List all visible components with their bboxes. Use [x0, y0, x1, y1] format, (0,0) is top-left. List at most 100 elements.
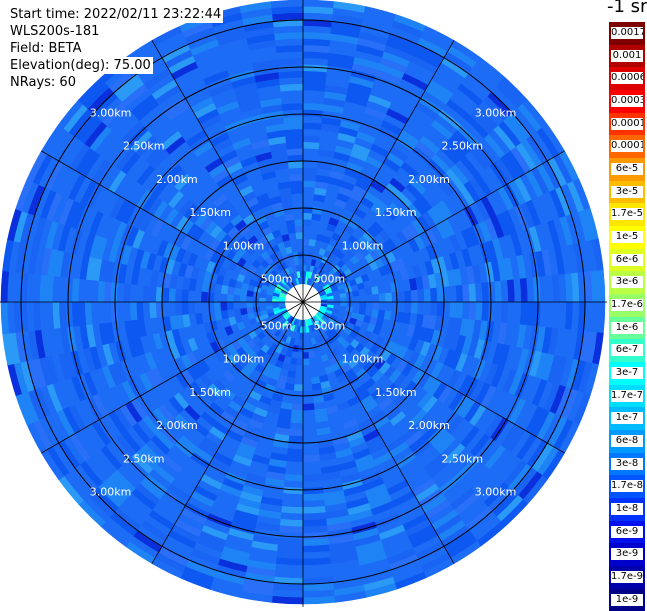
range-gate: [50, 163, 70, 193]
range-gate: [391, 291, 399, 303]
range-gate: [57, 439, 80, 469]
range-gate: [188, 313, 198, 327]
range-gate: [73, 176, 93, 204]
range-gate: [82, 370, 99, 397]
range-gate: [111, 110, 136, 135]
range-gate: [326, 71, 352, 83]
range-gate: [202, 201, 218, 217]
range-gate: [67, 403, 87, 432]
range-gate: [193, 254, 205, 269]
colorbar-label: 3e-5: [611, 185, 643, 198]
range-gate: [261, 313, 269, 321]
range-gate: [353, 352, 365, 364]
range-gate: [583, 208, 599, 242]
range-gate: [136, 394, 153, 416]
range-gate: [159, 158, 179, 178]
range-gate: [284, 274, 291, 283]
range-gate: [273, 309, 281, 315]
range-gate: [265, 297, 273, 303]
range-gate: [247, 553, 277, 565]
range-gate: [272, 583, 304, 592]
range-gate: [288, 232, 297, 241]
range-gate: [227, 285, 235, 295]
range-gate: [343, 490, 367, 504]
range-gate: [215, 274, 225, 285]
range-gate: [248, 317, 258, 326]
range-gate: [440, 525, 470, 548]
range-gate: [547, 354, 561, 384]
range-gate: [318, 326, 326, 335]
range-gate: [34, 328, 46, 359]
range-gate: [130, 487, 157, 511]
range-ring-label: 1.00km: [223, 353, 265, 366]
range-gate: [302, 506, 326, 514]
range-gate: [121, 202, 137, 225]
range-gate: [297, 277, 302, 285]
range-gate: [302, 90, 326, 98]
range-gate: [212, 396, 229, 411]
range-gate: [487, 281, 496, 303]
range-gate: [209, 224, 223, 239]
range-gate: [246, 33, 277, 45]
range-gate: [169, 444, 191, 464]
range-gate: [436, 301, 444, 318]
range-gate: [253, 447, 272, 459]
range-gate: [156, 239, 169, 257]
range-gate: [370, 143, 390, 159]
range-gate: [182, 156, 202, 174]
range-gate: [336, 192, 351, 204]
range-gate: [357, 37, 387, 52]
range-gate: [217, 31, 248, 46]
range-gate: [113, 220, 128, 243]
range-gate: [285, 246, 293, 255]
range-gate: [415, 313, 424, 328]
range-gate: [244, 26, 276, 39]
range-gate: [407, 337, 419, 352]
range-gate: [526, 439, 549, 469]
range-gate: [281, 395, 294, 404]
range-gate: [7, 301, 16, 334]
range-gate: [197, 57, 227, 74]
range-gate: [329, 170, 345, 181]
range-gate: [64, 226, 78, 254]
range-gate: [579, 241, 591, 274]
range-gate: [242, 14, 275, 26]
range-gate: [389, 411, 407, 427]
range-gate: [422, 557, 455, 579]
range-gate: [221, 203, 236, 217]
range-gate: [329, 314, 338, 321]
range-gate: [269, 142, 288, 152]
range-gate: [448, 252, 460, 271]
range-gate: [282, 109, 304, 118]
colorbar-cell: 0.0001: [607, 135, 645, 159]
range-gate: [306, 319, 311, 327]
colorbar-cell: 0.0006: [607, 67, 645, 91]
range-gate: [78, 460, 103, 488]
range-gate: [183, 404, 201, 422]
range-gate: [343, 353, 355, 364]
range-gate: [91, 158, 112, 184]
colorbar-cell: 1.7e-7: [607, 384, 645, 408]
range-gate: [330, 323, 339, 332]
range-gate: [207, 301, 215, 313]
range-gate: [391, 96, 416, 114]
range-gate: [63, 139, 86, 168]
range-gate: [217, 558, 248, 573]
range-gate: [393, 14, 427, 33]
range-gate: [136, 188, 153, 210]
range-gate: [251, 138, 271, 150]
range-gate: [181, 301, 189, 315]
range-gate: [338, 466, 359, 478]
range-gate: [251, 384, 265, 396]
range-gate: [311, 280, 318, 288]
range-gate: [45, 354, 59, 384]
range-gate: [197, 530, 227, 547]
range-gate: [313, 401, 326, 411]
range-gate: [247, 466, 268, 478]
range-gate: [209, 457, 231, 473]
range-gate: [469, 146, 491, 171]
range-gate: [32, 301, 42, 331]
range-gate: [214, 229, 228, 243]
range-gate: [271, 589, 304, 598]
range-gate: [375, 69, 403, 86]
